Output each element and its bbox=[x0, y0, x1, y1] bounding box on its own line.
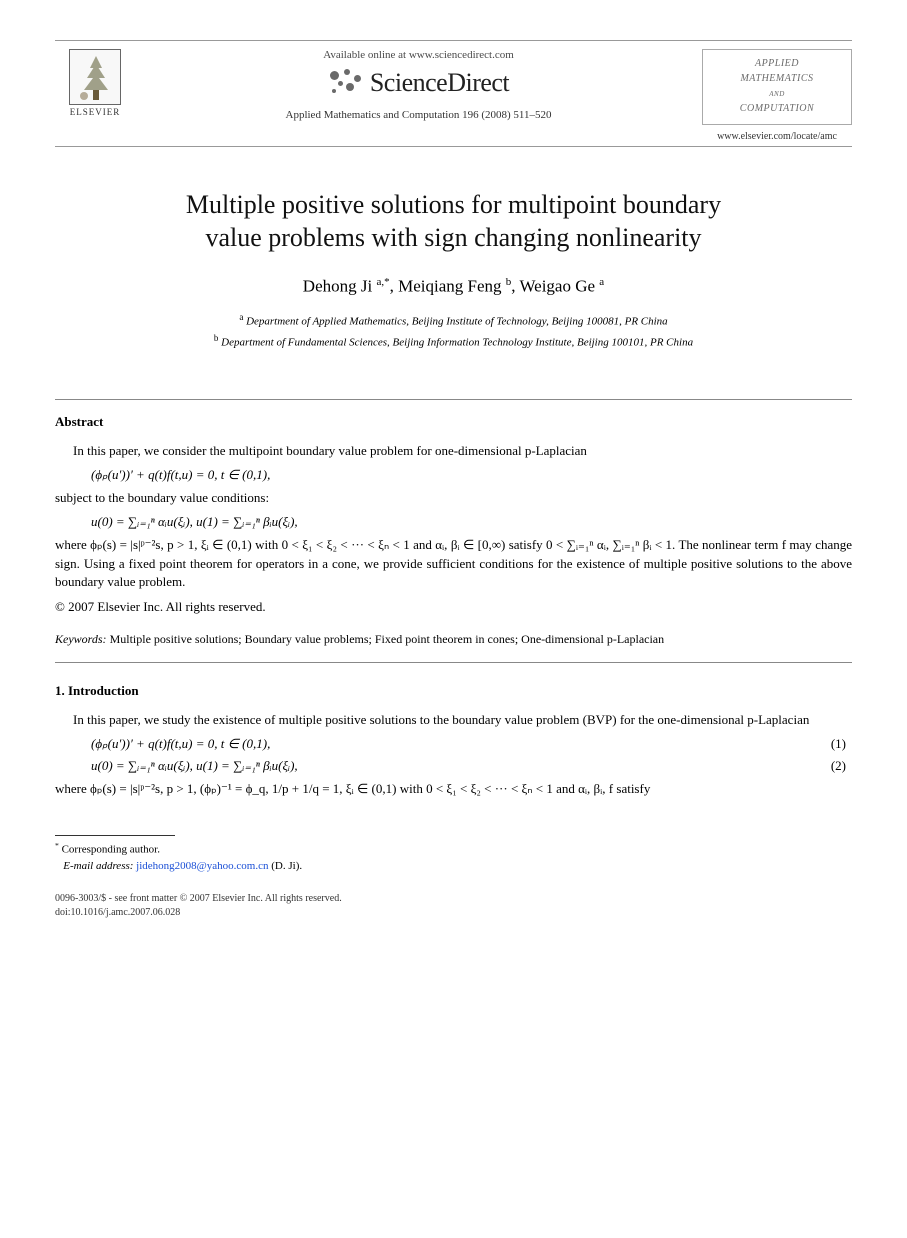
cover-line-2: MATHEMATICS bbox=[707, 71, 847, 86]
cover-line-3: COMPUTATION bbox=[707, 101, 847, 116]
section1-p1: In this paper, we study the existence of… bbox=[55, 711, 852, 730]
article-title: Multiple positive solutions for multipoi… bbox=[55, 189, 852, 254]
doi-line: doi:10.1016/j.amc.2007.06.028 bbox=[55, 906, 852, 920]
author-1: Dehong Ji bbox=[303, 277, 372, 296]
equation-1: (ϕₚ(u′))′ + q(t)f(t,u) = 0, t ∈ (0,1), bbox=[91, 736, 270, 752]
abstract-p1-text: In this paper, we consider the multipoin… bbox=[73, 443, 587, 458]
journal-cover: APPLIED MATHEMATICS AND COMPUTATION bbox=[702, 49, 852, 125]
author-3: Weigao Ge bbox=[519, 277, 595, 296]
author-2: Meiqiang Feng bbox=[398, 277, 501, 296]
abstract-copyright: © 2007 Elsevier Inc. All rights reserved… bbox=[55, 598, 852, 617]
author-3-sup: a bbox=[599, 276, 604, 288]
affiliation-a: a Department of Applied Mathematics, Bei… bbox=[55, 311, 852, 330]
author-2-sup: b bbox=[506, 276, 512, 288]
sciencedirect-dots-icon bbox=[328, 67, 364, 99]
abstract-heading: Abstract bbox=[55, 414, 852, 430]
page-header: ELSEVIER Available online at www.science… bbox=[55, 40, 852, 147]
section-1-heading: 1. Introduction bbox=[55, 683, 852, 699]
affiliation-a-text: Department of Applied Mathematics, Beiji… bbox=[246, 315, 668, 327]
author-1-sup: a,* bbox=[376, 276, 389, 288]
abstract-p3: where ϕₚ(s) = |s|ᵖ⁻²s, p > 1, ξᵢ ∈ (0,1)… bbox=[55, 536, 852, 593]
affiliation-b-text: Department of Fundamental Sciences, Beij… bbox=[221, 336, 693, 348]
abstract-p1: In this paper, we consider the multipoin… bbox=[55, 442, 852, 461]
divider-2 bbox=[55, 662, 852, 663]
cover-line-1: APPLIED bbox=[707, 56, 847, 71]
keywords-label: Keywords: bbox=[55, 632, 107, 646]
cover-and: AND bbox=[769, 90, 785, 98]
author-email-link[interactable]: jidehong2008@yahoo.com.cn bbox=[136, 860, 268, 872]
journal-reference: Applied Mathematics and Computation 196 … bbox=[145, 109, 692, 121]
authors-line: Dehong Ji a,*, Meiqiang Feng b, Weigao G… bbox=[55, 276, 852, 297]
header-right: APPLIED MATHEMATICS AND COMPUTATION www.… bbox=[702, 49, 852, 142]
title-line-1: Multiple positive solutions for multipoi… bbox=[186, 190, 721, 219]
equation-2-number: (2) bbox=[831, 758, 852, 774]
divider-1 bbox=[55, 399, 852, 400]
corresponding-text: Corresponding author. bbox=[62, 843, 160, 855]
section1-p2: where ϕₚ(s) = |s|ᵖ⁻²s, p > 1, (ϕₚ)⁻¹ = ϕ… bbox=[55, 780, 852, 799]
email-label: E-mail address: bbox=[63, 860, 133, 872]
keywords-line: Keywords: Multiple positive solutions; B… bbox=[55, 631, 852, 648]
equation-1-number: (1) bbox=[831, 736, 852, 752]
sciencedirect-logo: ScienceDirect bbox=[145, 67, 692, 99]
abstract-p2: subject to the boundary value conditions… bbox=[55, 489, 852, 508]
header-center: Available online at www.sciencedirect.co… bbox=[135, 49, 702, 121]
keywords-text: Multiple positive solutions; Boundary va… bbox=[110, 632, 665, 646]
email-attribution: (D. Ji). bbox=[271, 860, 302, 872]
front-matter-block: 0096-3003/$ - see front matter © 2007 El… bbox=[55, 892, 852, 920]
equation-1-row: (ϕₚ(u′))′ + q(t)f(t,u) = 0, t ∈ (0,1), (… bbox=[55, 736, 852, 752]
abstract-eq2: u(0) = ∑ᵢ₌₁ⁿ αᵢu(ξᵢ), u(1) = ∑ᵢ₌₁ⁿ βᵢu(ξ… bbox=[91, 514, 852, 530]
title-line-2: value problems with sign changing nonlin… bbox=[205, 223, 701, 252]
sciencedirect-text: ScienceDirect bbox=[370, 68, 509, 98]
corresponding-author: * Corresponding author. bbox=[55, 840, 852, 858]
email-line: E-mail address: jidehong2008@yahoo.com.c… bbox=[55, 858, 852, 875]
affiliation-b: b Department of Fundamental Sciences, Be… bbox=[55, 332, 852, 351]
elsevier-tree-icon bbox=[69, 49, 121, 105]
elsevier-logo: ELSEVIER bbox=[55, 49, 135, 117]
footnote-rule bbox=[55, 835, 175, 836]
front-matter-line-1: 0096-3003/$ - see front matter © 2007 El… bbox=[55, 892, 852, 906]
equation-2-row: u(0) = ∑ᵢ₌₁ⁿ αᵢu(ξᵢ), u(1) = ∑ᵢ₌₁ⁿ βᵢu(ξ… bbox=[55, 758, 852, 774]
available-online-text: Available online at www.sciencedirect.co… bbox=[145, 49, 692, 61]
abstract-eq1: (ϕₚ(u′))′ + q(t)f(t,u) = 0, t ∈ (0,1), bbox=[91, 467, 852, 483]
footnote-block: * Corresponding author. E-mail address: … bbox=[55, 840, 852, 875]
elsevier-label: ELSEVIER bbox=[70, 107, 121, 117]
equation-2: u(0) = ∑ᵢ₌₁ⁿ αᵢu(ξᵢ), u(1) = ∑ᵢ₌₁ⁿ βᵢu(ξ… bbox=[91, 758, 298, 774]
locate-link: www.elsevier.com/locate/amc bbox=[702, 131, 852, 142]
